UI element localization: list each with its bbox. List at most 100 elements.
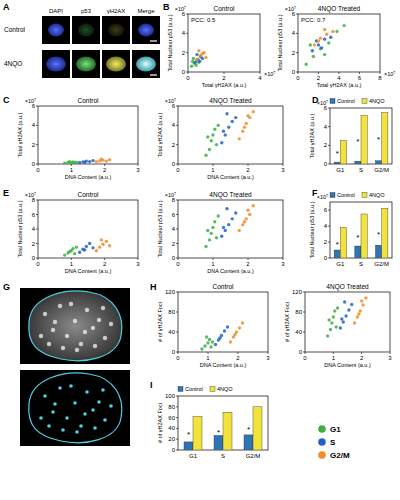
y-tick [176, 144, 178, 145]
bar [340, 228, 346, 258]
focus-spot [53, 320, 57, 324]
scatter-point [68, 160, 71, 163]
legend-marker [318, 438, 326, 446]
micrograph [42, 50, 70, 78]
focus-spot [53, 402, 57, 406]
image-row-label: Control [4, 26, 26, 33]
bar [355, 161, 361, 164]
y-tick [303, 292, 305, 293]
plot-area [326, 296, 368, 337]
plot-area [204, 110, 255, 157]
x-tick-label: 2 [360, 355, 364, 361]
y-tick-label: 4 [182, 30, 186, 36]
scatter-point [334, 325, 337, 328]
scatter-point [323, 28, 326, 31]
micrograph [132, 16, 160, 44]
significance-star: * [377, 230, 380, 239]
plot-area [63, 157, 111, 164]
y-axis-label: Total Nuclear p53 (a.u.) [167, 14, 173, 71]
scatter-point [317, 39, 320, 42]
scatter-point [88, 242, 91, 245]
scatter-point [91, 159, 94, 162]
bar [375, 161, 381, 164]
chart-title: 4NQO Treated [318, 5, 361, 13]
focus-spot [103, 418, 107, 422]
micrograph [42, 16, 70, 44]
scatter-point [208, 238, 211, 241]
focus-spot [85, 308, 89, 312]
y-axis-label: Total Nuclear p53 (a.u.) [309, 201, 315, 258]
x-tick [283, 258, 284, 260]
y-tick [328, 108, 330, 109]
x-tick-label: 2 [246, 261, 250, 267]
micrograph [102, 50, 130, 78]
x-tick-label: 3 [136, 261, 140, 267]
plot-frame [38, 200, 138, 258]
nucleus [106, 57, 126, 72]
scatter-point [214, 343, 217, 346]
y-tick-label: 6 [32, 212, 36, 218]
plot-frame [188, 14, 260, 72]
x-tick [188, 72, 189, 74]
y-tick [328, 226, 330, 227]
y-scale-label: ×10⁷ [285, 6, 296, 12]
y-tick [36, 125, 38, 126]
scatter-point [342, 24, 345, 27]
y-tick-label: 2 [324, 142, 328, 148]
image-column-label: DAPI [49, 8, 63, 14]
bar [184, 442, 193, 450]
legend-label: 4NQO [369, 192, 385, 198]
scatter-point [206, 135, 209, 138]
plot-area [305, 24, 346, 66]
legend-label: S [330, 438, 336, 447]
nucleus [136, 57, 156, 72]
focus-spot [101, 388, 105, 392]
scatter-point [225, 207, 228, 210]
scatter-point [313, 43, 316, 46]
scatter-point [246, 114, 249, 117]
x-tick-label: 3 [281, 167, 285, 173]
scatter-point [320, 46, 323, 49]
chart-title: Control [214, 5, 236, 12]
panel-label: E [3, 188, 9, 198]
y-tick [176, 428, 178, 429]
x-axis-label: DNA Content (a.u.) [65, 174, 112, 180]
x-tick [390, 352, 391, 354]
scatter-point [252, 110, 255, 113]
scatter-point [197, 61, 200, 64]
x-tick-label: 1 [211, 261, 215, 267]
x-tick [71, 258, 72, 260]
scatter-point [208, 148, 211, 151]
y-tick-label: 2 [172, 241, 176, 247]
focus-spot [61, 346, 65, 350]
scatter-point [205, 335, 208, 338]
scatter-point [309, 43, 312, 46]
x-tick-label: 2 [236, 355, 240, 361]
y-tick [176, 229, 178, 230]
plot-frame [178, 200, 283, 258]
bar [214, 435, 223, 450]
focus-spot [51, 410, 55, 414]
x-tick [260, 72, 261, 74]
scatter-point [194, 64, 197, 67]
y-tick-label: 0 [182, 69, 186, 75]
panel-label: C [3, 95, 10, 105]
y-tick-label: 0 [172, 447, 176, 453]
focus-spot [47, 342, 51, 346]
scatter-point [220, 141, 223, 144]
x-tick-label: G2/M [246, 453, 261, 459]
scatter-point [326, 334, 329, 337]
x-tick-label: 1 [206, 355, 210, 361]
scatter-point [206, 229, 209, 232]
y-tick [176, 125, 178, 126]
y-axis-label: Total Nuclear p53 (a.u.) [17, 200, 23, 257]
focus-spot [109, 322, 113, 326]
scatter-point [101, 243, 104, 246]
scatter-point [357, 312, 360, 315]
scatter-point [224, 133, 227, 136]
y-tick [176, 292, 178, 293]
focus-spot [79, 342, 83, 346]
foci-image [20, 288, 130, 364]
x-axis-label: DNA Content (a.u.) [65, 268, 112, 274]
scatter-point [325, 33, 328, 36]
